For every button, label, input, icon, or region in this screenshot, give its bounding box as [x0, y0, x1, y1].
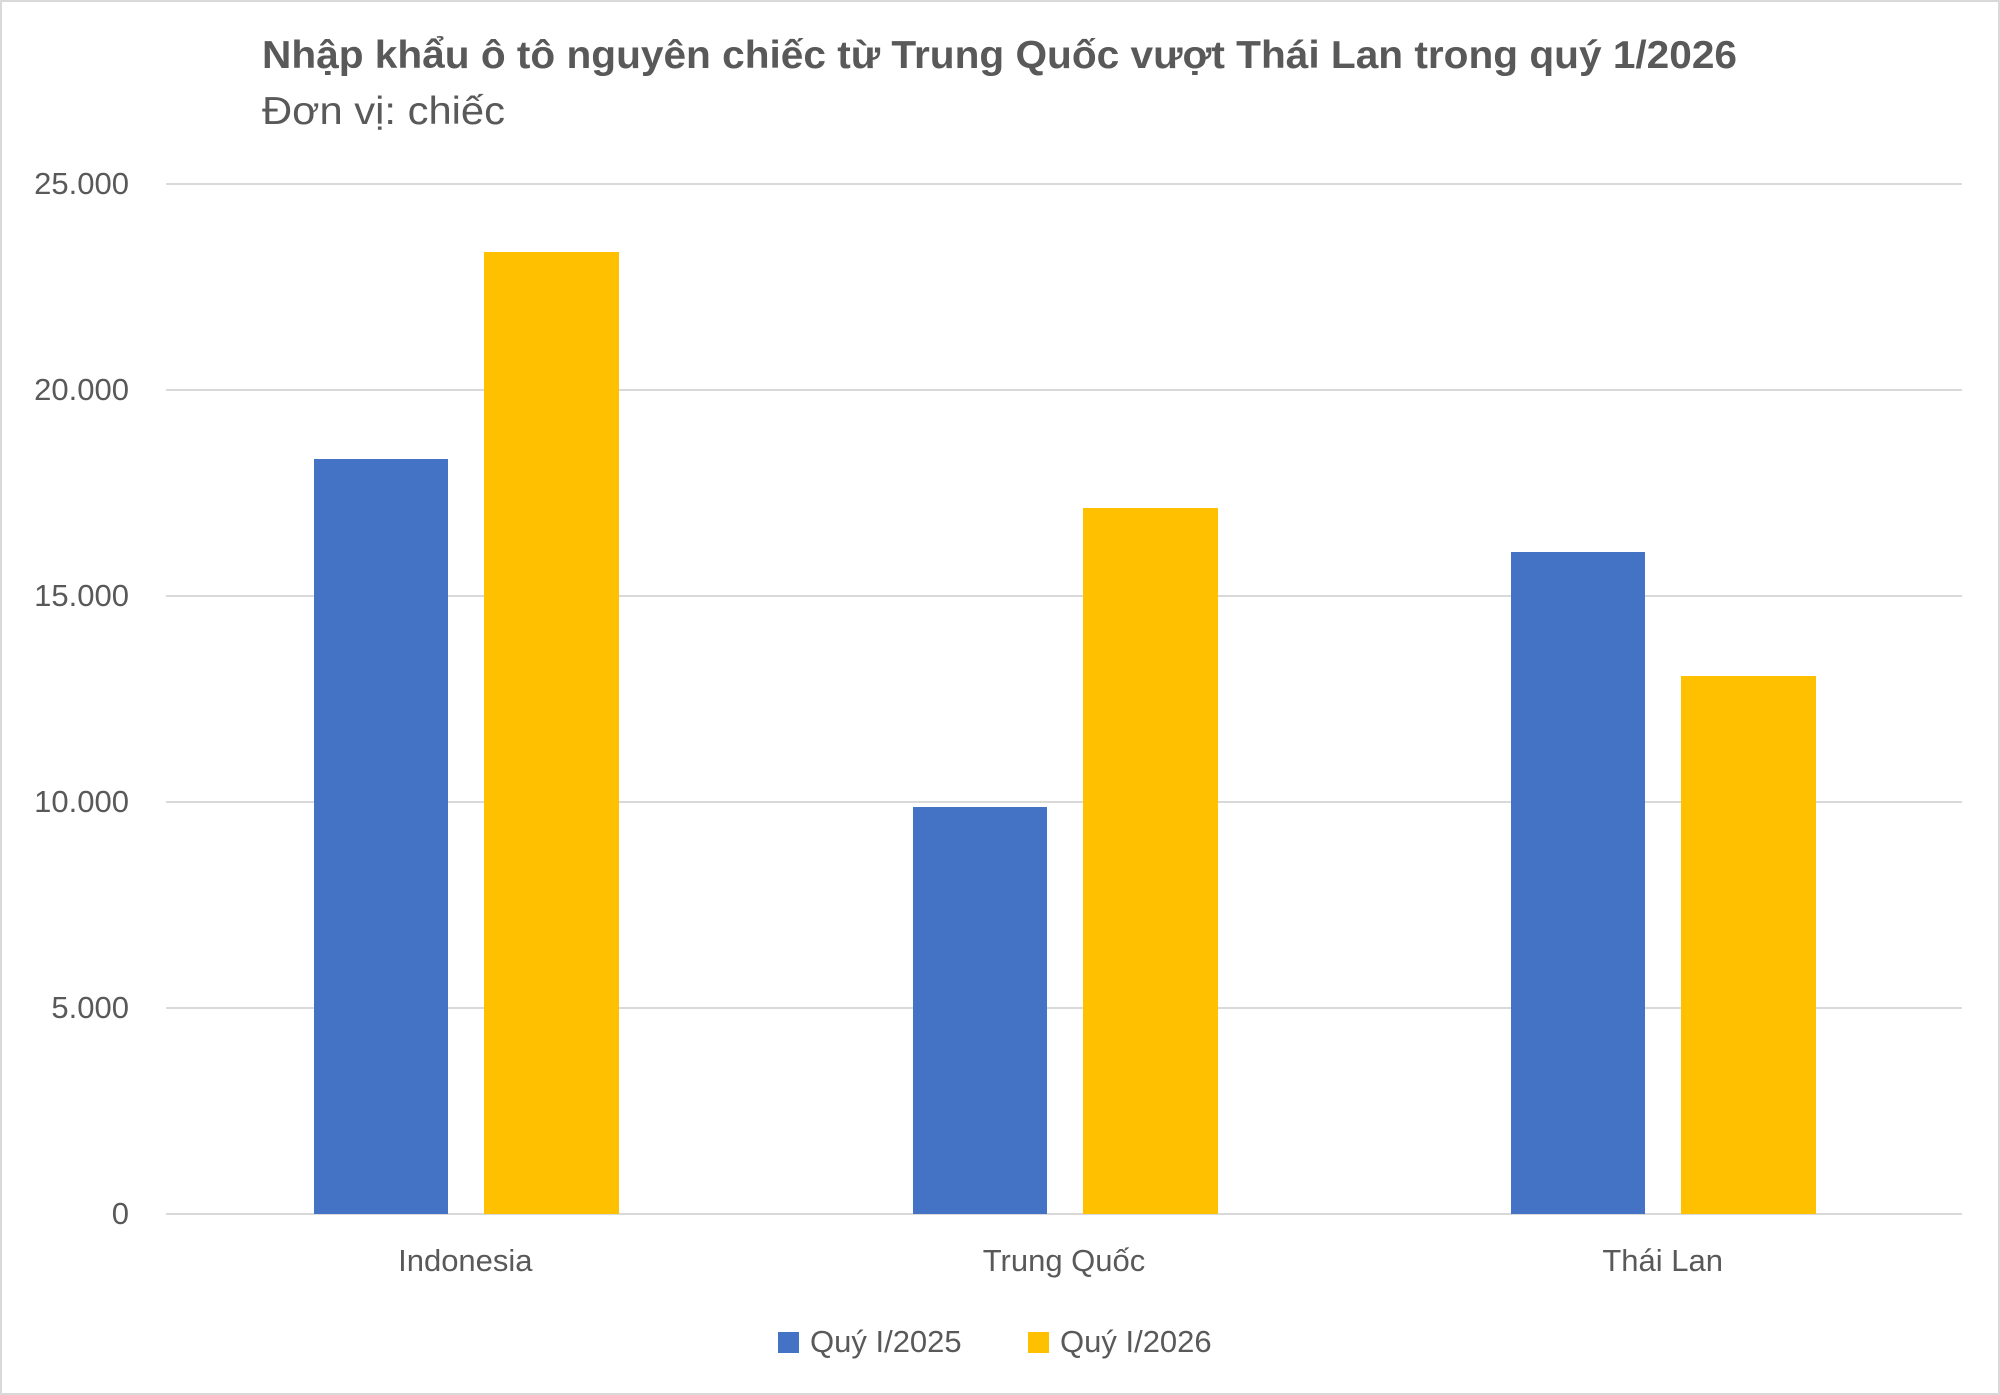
legend: Quý I/2025 Quý I/2026	[0, 1322, 2000, 1362]
bar-indonesia-1[interactable]	[484, 251, 619, 1214]
gridline	[166, 801, 1962, 803]
legend-label-2026: Quý I/2026	[1060, 1324, 1212, 1359]
bar-thái-lan-1[interactable]	[1681, 675, 1817, 1214]
gridline	[166, 1213, 1962, 1215]
legend-item-2026[interactable]: Quý I/2026	[1028, 1322, 1212, 1362]
y-tick-label: 5.000	[51, 990, 129, 1025]
chart-subtitle: Đơn vị: chiếc	[262, 90, 505, 133]
gridline	[166, 183, 1962, 185]
x-category-label: Indonesia	[398, 1243, 533, 1278]
chart-title: Nhập khẩu ô tô nguyên chiếc từ Trung Quố…	[262, 34, 1737, 77]
gridline	[166, 389, 1962, 391]
y-tick-label: 20.000	[34, 372, 129, 407]
y-tick-label: 25.000	[34, 166, 129, 201]
legend-swatch-2025-icon	[778, 1331, 799, 1353]
gridline	[166, 595, 1962, 597]
bar-trung-quốc-1[interactable]	[1082, 507, 1218, 1214]
bar-indonesia-0[interactable]	[314, 458, 448, 1214]
gridline	[166, 1007, 1962, 1009]
x-category-label: Trung Quốc	[982, 1243, 1146, 1278]
legend-swatch-2026-icon	[1028, 1331, 1049, 1353]
x-category-label: Thái Lan	[1602, 1243, 1723, 1278]
y-tick-label: 0	[111, 1196, 129, 1231]
legend-label-2025: Quý I/2025	[810, 1324, 962, 1359]
bar-thái-lan-0[interactable]	[1511, 551, 1646, 1214]
y-tick-label: 15.000	[34, 578, 129, 613]
y-tick-label: 10.000	[34, 784, 129, 819]
plot-area	[166, 183, 1962, 1215]
legend-item-2025[interactable]: Quý I/2025	[778, 1322, 962, 1362]
bar-trung-quốc-0[interactable]	[912, 806, 1047, 1214]
